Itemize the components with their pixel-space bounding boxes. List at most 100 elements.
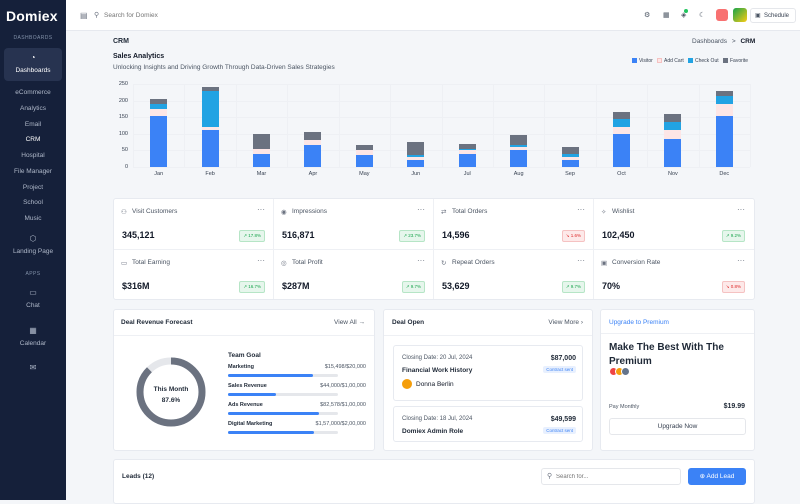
- more-icon[interactable]: ···: [417, 256, 425, 265]
- bar-add-cart-feb[interactable]: [201, 127, 219, 131]
- bar-visitor-oct[interactable]: [612, 133, 630, 167]
- bar-favorite-jul[interactable]: [458, 143, 476, 149]
- bar-favorite-jan[interactable]: [150, 98, 168, 104]
- bar-visitor-feb[interactable]: [201, 130, 219, 167]
- bar-add-cart-jun[interactable]: [407, 157, 425, 161]
- sidebar-item-ecommerce[interactable]: eCommerce: [15, 89, 51, 96]
- deal-person[interactable]: Donna Berlin: [416, 381, 454, 388]
- notification-icon[interactable]: ◈: [681, 12, 687, 19]
- deal-item[interactable]: Closing Date: 20 Jul, 2024 $87,000 Finan…: [393, 345, 583, 401]
- bar-check-out-feb[interactable]: [201, 90, 219, 128]
- bar-favorite-jun[interactable]: [407, 142, 425, 156]
- bar-favorite-oct[interactable]: [612, 112, 630, 119]
- moon-icon[interactable]: ☾: [699, 12, 706, 19]
- sidebar-dashboards[interactable]: ◔ Dashboards: [0, 54, 66, 75]
- menu-toggle-icon[interactable]: ▤: [80, 11, 88, 20]
- bar-add-cart-mar[interactable]: [253, 148, 271, 154]
- bar-visitor-may[interactable]: [355, 155, 373, 167]
- more-icon[interactable]: ···: [737, 256, 745, 265]
- sidebar-item-file-manager[interactable]: File Manager: [14, 168, 52, 175]
- legend-add-cart[interactable]: Add Cart: [664, 58, 684, 64]
- bar-favorite-may[interactable]: [355, 145, 373, 151]
- coins-icon: ◎: [281, 260, 287, 267]
- bar-check-out-dec[interactable]: [715, 95, 733, 104]
- bar-check-out-jul[interactable]: [458, 148, 476, 151]
- sidebar-item-crm[interactable]: CRM: [25, 136, 41, 143]
- bar-add-cart-apr[interactable]: [304, 140, 322, 146]
- sidebar-item-analytics[interactable]: Analytics: [19, 105, 46, 112]
- breadcrumb-parent[interactable]: Dashboards: [692, 38, 728, 45]
- avatar[interactable]: [733, 8, 747, 22]
- bar-check-out-sep[interactable]: [561, 153, 579, 158]
- sidebar-item-dashboards[interactable]: [4, 48, 62, 81]
- sidebar-item-email[interactable]: Email: [24, 121, 42, 128]
- bar-favorite-aug[interactable]: [510, 135, 528, 146]
- bar-visitor-sep[interactable]: [561, 160, 579, 167]
- bar-visitor-dec[interactable]: [715, 115, 733, 167]
- more-icon[interactable]: ···: [737, 205, 745, 214]
- y-tick-label: 100: [118, 130, 128, 137]
- add-lead-button[interactable]: ⊕ Add Lead: [688, 468, 746, 485]
- bar-visitor-apr[interactable]: [304, 145, 322, 167]
- sidebar-mail[interactable]: ✉: [0, 364, 66, 377]
- legend-favorite[interactable]: Favorite: [730, 58, 749, 64]
- bar-favorite-mar[interactable]: [253, 133, 271, 149]
- sidebar-landing[interactable]: ⬡ Landing Page: [0, 235, 66, 256]
- bar-add-cart-dec[interactable]: [715, 103, 733, 116]
- search-input[interactable]: [104, 9, 244, 22]
- goal-progress-track: [228, 431, 338, 434]
- settings-icon[interactable]: ⚙: [644, 12, 651, 19]
- deal-view-more[interactable]: View More ›: [548, 319, 583, 326]
- sidebar-item-hospital[interactable]: Hospital: [21, 152, 45, 159]
- leads-search[interactable]: ⚲: [541, 468, 681, 485]
- forecast-view-all[interactable]: View All →: [334, 319, 365, 326]
- legend-visitor[interactable]: Visitor: [639, 58, 653, 64]
- flag-icon[interactable]: [716, 9, 728, 21]
- bar-favorite-sep[interactable]: [561, 147, 579, 154]
- bar-check-out-oct[interactable]: [612, 118, 630, 128]
- upgrade-now-button[interactable]: Upgrade Now: [609, 418, 746, 435]
- bar-check-out-jun[interactable]: [407, 155, 425, 158]
- goal-name: Sales Revenue: [228, 383, 267, 389]
- bar-visitor-nov[interactable]: [664, 138, 682, 167]
- bar-add-cart-jul[interactable]: [458, 150, 476, 154]
- bar-add-cart-sep[interactable]: [561, 157, 579, 161]
- more-icon[interactable]: ···: [257, 205, 265, 214]
- bar-favorite-dec[interactable]: [715, 90, 733, 96]
- bar-visitor-jan[interactable]: [150, 115, 168, 167]
- apps-grid-icon[interactable]: ▦: [663, 12, 670, 19]
- bar-add-cart-jan[interactable]: [150, 108, 168, 116]
- bar-visitor-jul[interactable]: [458, 153, 476, 167]
- more-icon[interactable]: ···: [257, 256, 265, 265]
- brand-logo[interactable]: Domiex: [6, 8, 58, 24]
- bar-check-out-jan[interactable]: [150, 103, 168, 109]
- sidebar-calendar[interactable]: ▦ Calendar: [0, 327, 66, 348]
- bar-add-cart-oct[interactable]: [612, 127, 630, 134]
- deal-item[interactable]: Closing Date: 18 Jul, 2024 $49,599 Domie…: [393, 406, 583, 442]
- sidebar-item-project[interactable]: Project: [22, 184, 44, 191]
- bar-check-out-aug[interactable]: [510, 145, 528, 148]
- sidebar-chat[interactable]: ▭ Chat: [0, 289, 66, 310]
- legend-check-out[interactable]: Check Out: [695, 58, 719, 64]
- upgrade-premium-link[interactable]: Upgrade to Premium: [609, 319, 669, 326]
- leads-search-input[interactable]: [556, 471, 676, 483]
- sidebar-item-school[interactable]: School: [23, 199, 43, 206]
- more-icon[interactable]: ···: [417, 205, 425, 214]
- bar-add-cart-nov[interactable]: [664, 130, 682, 139]
- bar-add-cart-may[interactable]: [355, 150, 373, 156]
- bar-visitor-aug[interactable]: [510, 150, 528, 167]
- sidebar-item-music[interactable]: Music: [24, 215, 42, 222]
- schedule-button[interactable]: ▣ Schedule: [750, 8, 796, 23]
- bar-favorite-apr[interactable]: [304, 132, 322, 141]
- goal-progress-fill: [228, 393, 277, 396]
- stats-divider-v1: [273, 199, 274, 299]
- more-icon[interactable]: ···: [577, 205, 585, 214]
- bar-favorite-feb[interactable]: [201, 87, 219, 91]
- more-icon[interactable]: ···: [577, 256, 585, 265]
- bar-add-cart-aug[interactable]: [510, 147, 528, 151]
- bar-visitor-jun[interactable]: [407, 160, 425, 167]
- bar-check-out-nov[interactable]: [664, 122, 682, 131]
- stat-value: 14,596: [442, 230, 470, 240]
- bar-visitor-mar[interactable]: [253, 153, 271, 167]
- bar-favorite-nov[interactable]: [664, 113, 682, 123]
